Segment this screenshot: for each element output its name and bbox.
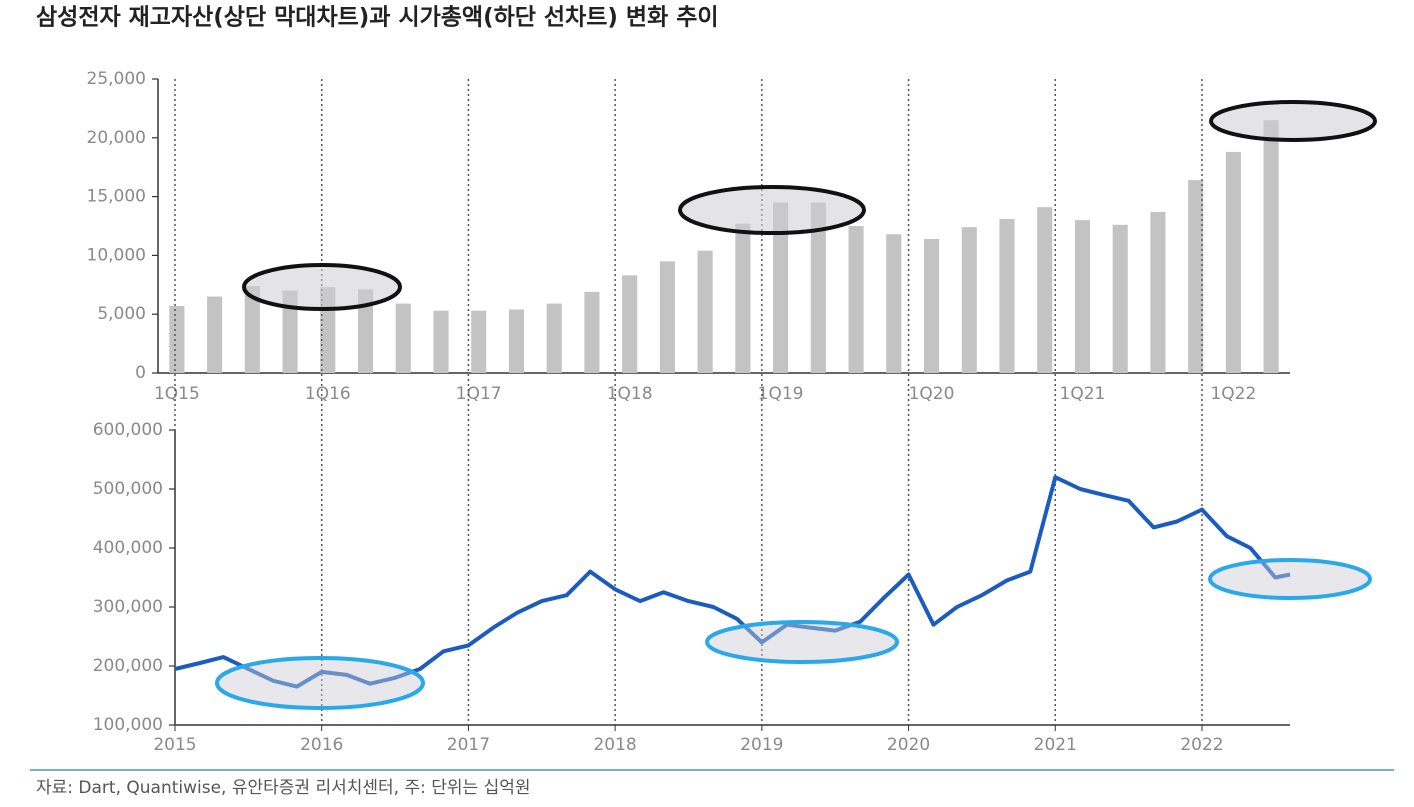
y-tick-label: 20,000: [87, 128, 146, 148]
y-tick-label: 300,000: [93, 597, 163, 617]
bar: [848, 226, 864, 373]
bar: [282, 290, 298, 373]
x-tick-label: 1Q20: [909, 384, 955, 404]
bar: [773, 202, 789, 373]
y-tick-label: 400,000: [93, 538, 163, 558]
highlight-ellipses: [215, 100, 1377, 710]
bar: [1188, 180, 1204, 373]
x-tick-label: 1Q17: [456, 384, 502, 404]
y-tick-label: 600,000: [93, 420, 163, 440]
bar: [244, 285, 260, 373]
chart-title: 삼성전자 재고자산(상단 막대차트)과 시가총액(하단 선차트) 변화 추이: [36, 5, 719, 31]
bar: [810, 202, 826, 373]
highlight: [705, 620, 899, 664]
x-tick-label: 1Q19: [758, 384, 804, 404]
y-tick-label: 5,000: [97, 304, 146, 324]
x-tick-label: 1Q15: [154, 384, 200, 404]
x-tick-label: 1Q21: [1060, 384, 1106, 404]
bar: [508, 309, 525, 373]
x-tick-label: 2020: [887, 735, 930, 755]
bar: [471, 310, 487, 373]
line: [174, 475, 1291, 689]
bar: [1112, 224, 1128, 373]
x-tick-label: 2016: [300, 735, 343, 755]
x-tick-label: 1Q16: [305, 384, 351, 404]
highlight: [1209, 100, 1377, 142]
x-tick-label: 2022: [1180, 735, 1223, 755]
bar: [659, 261, 675, 373]
bar: [622, 275, 638, 373]
bar: [886, 234, 902, 373]
bar: [395, 303, 411, 373]
highlight: [242, 263, 402, 311]
x-tick-label: 2019: [740, 735, 783, 755]
highlight: [215, 656, 425, 710]
bar: [1263, 120, 1279, 373]
bar: [1037, 207, 1053, 373]
bar: [169, 305, 185, 373]
x-tick-label: 2018: [593, 735, 636, 755]
y-tick-label: 15,000: [87, 187, 146, 207]
bar: [999, 218, 1015, 373]
bar: [584, 291, 600, 373]
y-tick-label: 200,000: [93, 656, 163, 676]
x-tick-label: 2021: [1034, 735, 1077, 755]
y-tick-label: 10,000: [87, 245, 146, 265]
y-tick-label: 500,000: [93, 479, 163, 499]
bar: [1225, 151, 1241, 373]
x-tick-label: 2015: [153, 735, 196, 755]
bar: [961, 227, 977, 373]
y-tick-label: 25,000: [87, 69, 146, 89]
bar: [546, 303, 562, 373]
x-tick-label: 1Q18: [607, 384, 653, 404]
bar: [1074, 220, 1091, 373]
x-tick-label: 2017: [447, 735, 490, 755]
x-tick-label: 1Q22: [1210, 384, 1256, 404]
bar: [207, 296, 223, 373]
bar: [1150, 211, 1166, 373]
highlight: [678, 185, 866, 235]
bar: [433, 310, 449, 373]
bar: [357, 289, 374, 373]
source-note: 자료: Dart, Quantiwise, 유안타증권 리서치센터, 주: 단위…: [36, 778, 531, 798]
bar: [697, 250, 713, 373]
y-tick-label: 100,000: [93, 715, 163, 735]
highlight: [1208, 558, 1372, 600]
bar: [735, 223, 751, 373]
bar: [923, 238, 940, 373]
y-tick-label: 0: [135, 363, 146, 383]
